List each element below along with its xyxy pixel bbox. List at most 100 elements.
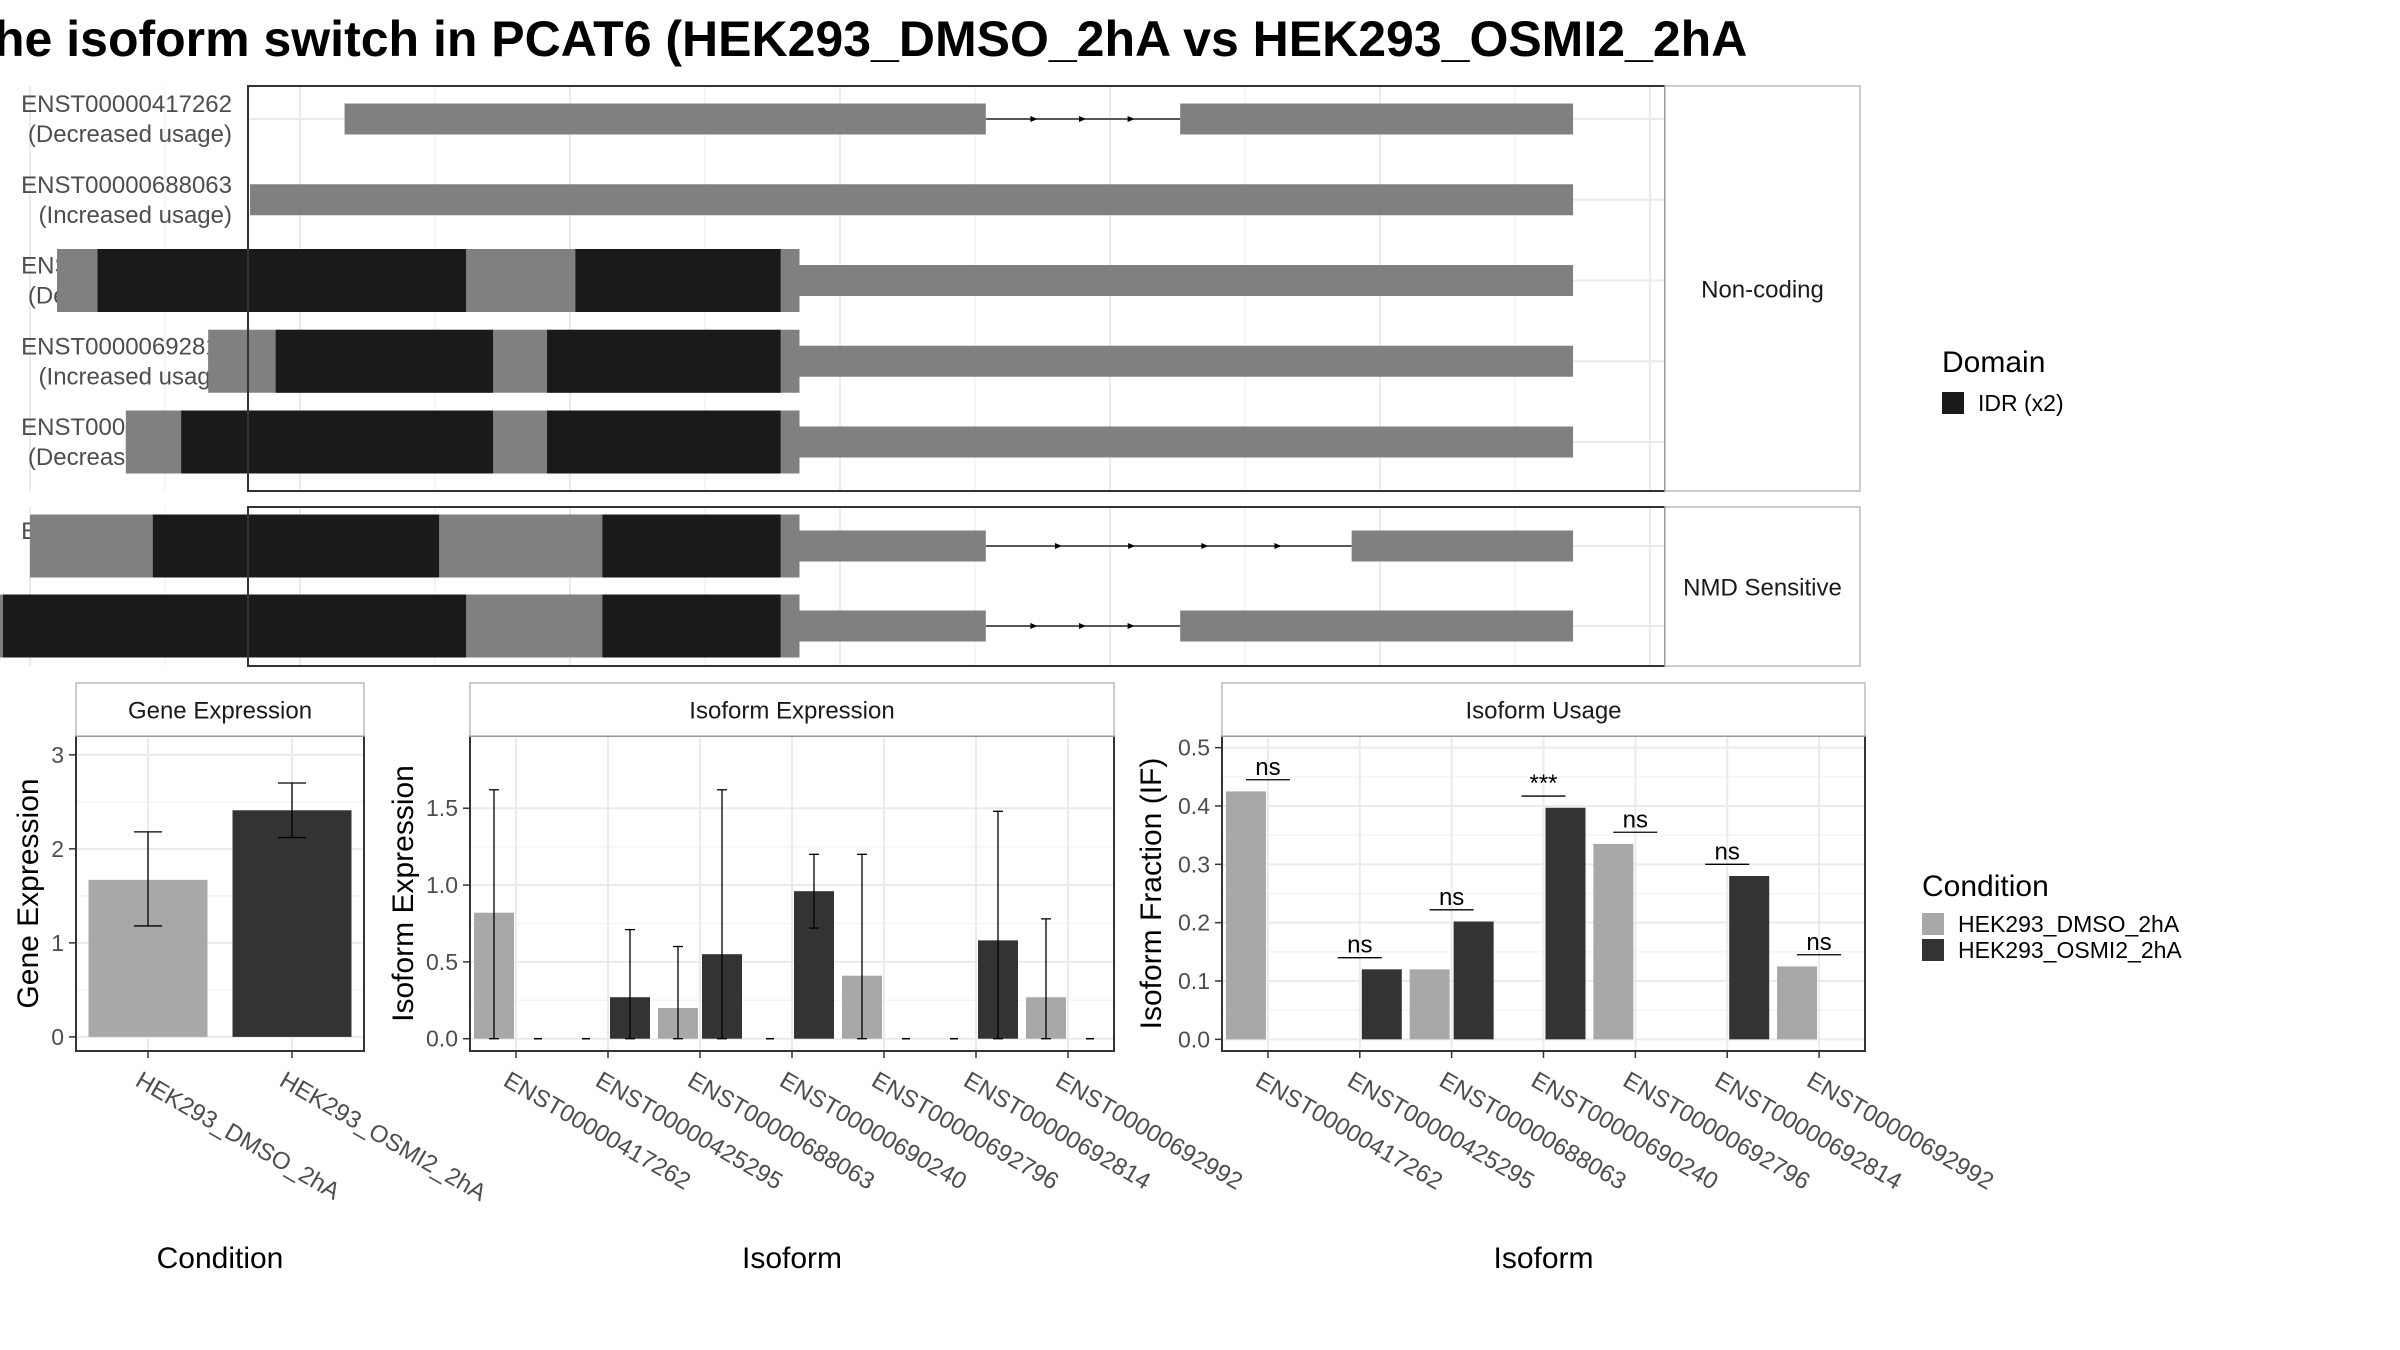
y-axis-title: Isoform Expression	[387, 765, 420, 1022]
significance-annotation: ns	[1245, 754, 1290, 781]
bar	[1453, 921, 1494, 1040]
intron-arrow	[1054, 543, 1062, 549]
x-axis-title: Isoform	[1493, 1242, 1593, 1275]
y-axis-title: Gene Expression	[12, 778, 45, 1008]
chart-strip	[75, 682, 365, 737]
isoform-id-label: ENST00000417262	[21, 91, 232, 118]
isoform-row: ENST00000425295(Increased usage)	[21, 514, 1574, 578]
isoform-row: ENST00000688063 (Increased usage)	[21, 172, 1574, 229]
legends: Domain IDR (x2) Condition HEK293_DMSO_2hAHE…	[1922, 346, 2182, 963]
y-tick-label: 0.2	[1178, 910, 1210, 936]
y-tick-label: 0.3	[1178, 851, 1210, 877]
error-bar	[809, 853, 819, 929]
intron-arrow	[1079, 623, 1086, 629]
bar	[1593, 843, 1634, 1040]
structure-facet-0: ENST00000417262 (Decreased usage) ENST0000…	[21, 85, 1861, 492]
figure-title: he isoform switch in PCAT6 (HEK293_DMSO_…	[0, 11, 1747, 67]
y-tick-label: 1.5	[426, 795, 458, 821]
idr-domain-block	[602, 594, 781, 658]
error-bar	[673, 945, 683, 1040]
facet-strip	[1664, 506, 1861, 667]
significance-label: ns	[1439, 884, 1464, 911]
y-tick-label: 0.1	[1178, 968, 1210, 994]
domain-legend-label: IDR (x2)	[1978, 390, 2064, 416]
bar	[232, 810, 352, 1037]
intron-arrow	[1079, 116, 1086, 122]
x-axis-title: Isoform	[742, 1242, 842, 1275]
exon-block	[1180, 103, 1574, 135]
significance-annotation: ns	[1705, 838, 1750, 865]
y-tick-label: 1	[51, 930, 64, 956]
facet-strip-label: NMD Sensitive	[1683, 575, 1842, 602]
isoform-structure-panel: ENST00000417262 (Decreased usage) ENST0000…	[0, 85, 1861, 667]
idr-domain-block	[97, 249, 467, 312]
condition-legend-key	[1922, 913, 1944, 935]
intron-arrow	[1274, 543, 1282, 549]
isoform-usage-label: (Increased usage)	[39, 363, 232, 390]
error-bar	[1041, 918, 1051, 1040]
isoform-usage-label: (Decreased usage)	[28, 121, 232, 148]
chart-title: Gene Expression	[128, 698, 312, 725]
intron-arrow	[1128, 543, 1136, 549]
significance-label: ns	[1806, 929, 1831, 956]
bar	[1729, 876, 1770, 1040]
bar	[1545, 807, 1586, 1040]
error-bar	[857, 853, 867, 1040]
idr-domain-block	[181, 410, 494, 474]
significance-label: ns	[1715, 838, 1740, 865]
error-bar	[278, 782, 306, 839]
intron-arrow	[1127, 623, 1135, 629]
domain-legend-title: Domain	[1942, 346, 2045, 379]
isoform-id-label: ENST00000688063	[21, 172, 232, 199]
significance-annotation: ***	[1521, 770, 1566, 797]
exon-block	[344, 103, 986, 135]
chart-strip	[469, 682, 1115, 737]
chart-strip	[1221, 682, 1866, 737]
y-tick-label: 0.5	[426, 949, 458, 975]
significance-annotation: ns	[1797, 929, 1842, 956]
y-tick-label: 0.4	[1178, 793, 1210, 819]
significance-label: ***	[1529, 770, 1557, 797]
intron-arrow	[1201, 543, 1209, 549]
x-axis-title: Condition	[157, 1242, 284, 1275]
significance-annotation: ns	[1613, 806, 1658, 833]
y-tick-label: 0.0	[1178, 1026, 1210, 1052]
error-bar	[717, 789, 727, 1040]
significance-label: ns	[1255, 754, 1280, 781]
chart-panel-2: ns ns ns *** ns ns ns Isoform Usage 0.0 0.1 0.2 0.3…	[1135, 682, 1998, 1275]
y-tick-label: 0.0	[426, 1026, 458, 1052]
exon-block	[1351, 530, 1574, 562]
y-tick-label: 1.0	[426, 872, 458, 898]
y-axis-title: Isoform Fraction (IF)	[1135, 758, 1168, 1030]
structure-facet-1: ENST00000425295(Increased usage) ENST0000…	[0, 506, 1861, 667]
condition-legend-label: HEK293_OSMI2_2hA	[1958, 937, 2182, 963]
error-bar	[625, 928, 635, 1040]
error-bar	[134, 831, 162, 927]
bar	[1361, 969, 1402, 1040]
y-tick-label: 0	[51, 1024, 64, 1050]
isoform-row: ENST00000690240(Increased usage)	[0, 594, 1574, 658]
idr-domain-block	[547, 410, 781, 474]
significance-label: ns	[1347, 932, 1372, 959]
y-tick-label: 0.5	[1178, 735, 1210, 761]
idr-domain-block	[152, 514, 440, 578]
idr-domain-block	[547, 329, 781, 393]
domain-legend-key	[1942, 392, 1964, 414]
facet-strip	[1664, 85, 1861, 492]
intron-arrow	[1030, 623, 1038, 629]
error-bar	[993, 810, 1003, 1040]
facet-strip-label: Non-coding	[1701, 277, 1824, 304]
error-bar	[489, 789, 499, 1040]
exon-block	[250, 184, 1574, 216]
idr-domain-block	[602, 514, 781, 578]
isoform-row: ENST00000692992(Decreased usage)	[21, 410, 1574, 474]
significance-annotation: ns	[1429, 884, 1474, 911]
idr-domain-block	[275, 329, 494, 393]
condition-legend-title: Condition	[1922, 870, 2049, 903]
chart-title: Isoform Expression	[689, 698, 894, 725]
idr-domain-block	[3, 594, 467, 658]
significance-annotation: ns	[1337, 932, 1382, 959]
